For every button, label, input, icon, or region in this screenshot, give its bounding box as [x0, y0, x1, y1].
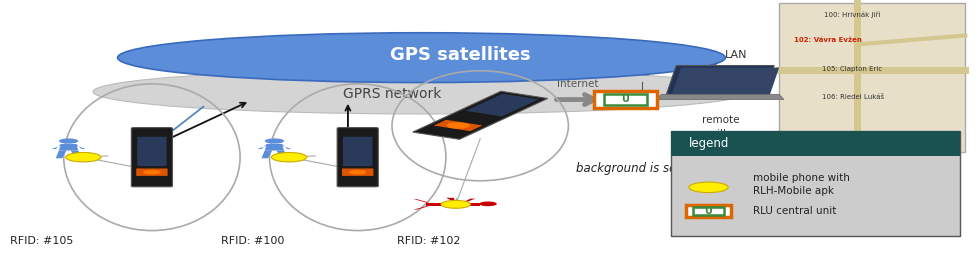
Text: 106: Riedel Lukáš: 106: Riedel Lukáš: [821, 94, 884, 100]
Polygon shape: [262, 150, 272, 158]
Text: U: U: [705, 206, 712, 216]
FancyBboxPatch shape: [342, 168, 373, 176]
FancyBboxPatch shape: [343, 137, 372, 166]
Circle shape: [446, 122, 470, 129]
Polygon shape: [76, 144, 86, 149]
Text: RLU central unit: RLU central unit: [753, 206, 836, 216]
FancyBboxPatch shape: [604, 94, 647, 105]
Text: U: U: [621, 94, 629, 104]
Circle shape: [143, 170, 161, 174]
Circle shape: [59, 138, 78, 144]
Polygon shape: [282, 144, 292, 149]
FancyBboxPatch shape: [136, 168, 168, 176]
Text: legend: legend: [689, 137, 729, 150]
FancyBboxPatch shape: [594, 91, 657, 108]
Text: GPS satellites: GPS satellites: [390, 46, 531, 64]
Ellipse shape: [118, 33, 725, 83]
Text: RFID: #100: RFID: #100: [220, 236, 284, 246]
Text: mobile phone with
RLH-Mobile apk: mobile phone with RLH-Mobile apk: [753, 173, 850, 196]
Polygon shape: [446, 198, 456, 203]
FancyBboxPatch shape: [671, 131, 960, 156]
Polygon shape: [59, 144, 78, 150]
Circle shape: [265, 138, 284, 144]
Polygon shape: [257, 144, 267, 149]
Text: 8-28V: 8-28V: [609, 53, 618, 75]
Polygon shape: [671, 68, 779, 96]
Polygon shape: [657, 94, 784, 100]
Polygon shape: [265, 144, 284, 150]
Text: remote
surveillance: remote surveillance: [689, 115, 752, 139]
Text: 105: Clapton Eric: 105: Clapton Eric: [822, 66, 883, 72]
Polygon shape: [666, 66, 774, 94]
FancyBboxPatch shape: [779, 3, 965, 152]
Text: RFID: #102: RFID: #102: [397, 236, 461, 246]
Polygon shape: [414, 206, 429, 210]
Circle shape: [66, 152, 101, 162]
Circle shape: [479, 201, 497, 206]
Text: LAN: LAN: [725, 50, 748, 60]
Circle shape: [349, 170, 367, 174]
Text: background is service mapy.cz: background is service mapy.cz: [575, 162, 758, 176]
FancyBboxPatch shape: [131, 128, 172, 187]
Circle shape: [271, 152, 307, 162]
Circle shape: [689, 182, 728, 193]
Text: LAN: LAN: [642, 60, 652, 75]
FancyBboxPatch shape: [693, 207, 724, 215]
Text: GPRS network: GPRS network: [343, 87, 441, 101]
Text: RFID: #105: RFID: #105: [10, 236, 74, 246]
Polygon shape: [51, 144, 61, 149]
Text: 100: Hrivnák Jiří: 100: Hrivnák Jiří: [824, 12, 881, 18]
FancyBboxPatch shape: [337, 128, 378, 187]
Circle shape: [441, 200, 470, 208]
Polygon shape: [413, 91, 548, 139]
Polygon shape: [434, 120, 482, 131]
Polygon shape: [414, 199, 429, 203]
Polygon shape: [71, 150, 81, 158]
FancyBboxPatch shape: [686, 205, 731, 217]
Text: Internet: Internet: [558, 79, 599, 89]
Polygon shape: [56, 150, 67, 158]
FancyBboxPatch shape: [137, 137, 167, 166]
Text: 102: Vávra Evžen: 102: Vávra Evžen: [794, 37, 862, 43]
FancyBboxPatch shape: [671, 131, 960, 236]
Polygon shape: [276, 150, 287, 158]
Polygon shape: [426, 203, 480, 206]
Ellipse shape: [93, 69, 750, 114]
Polygon shape: [466, 94, 539, 117]
Polygon shape: [463, 199, 475, 203]
